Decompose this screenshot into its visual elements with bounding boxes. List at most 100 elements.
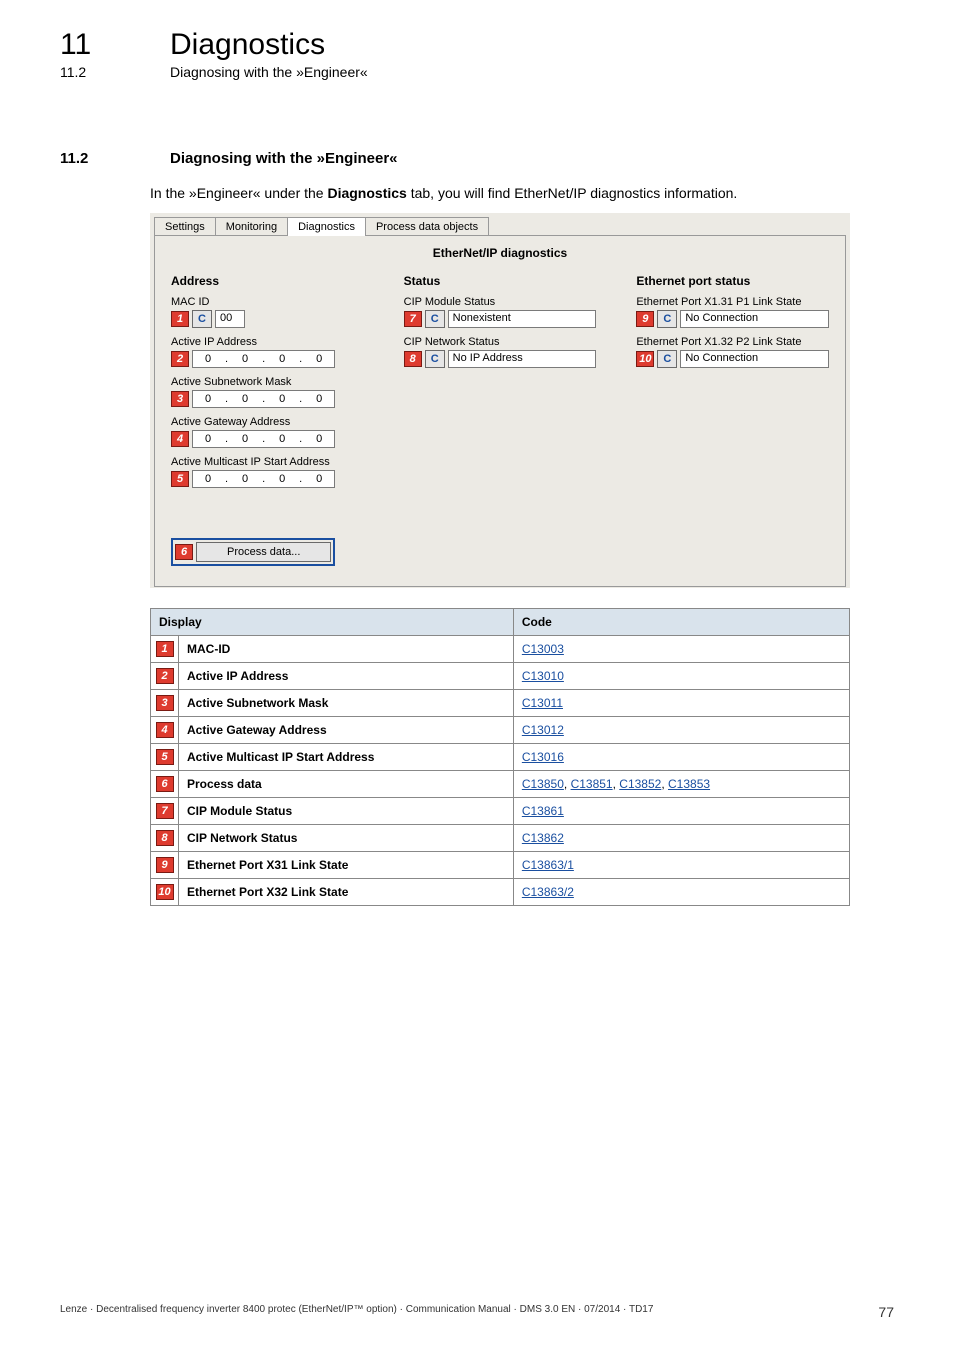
- table-display-cell: Active Subnetwork Mask: [179, 690, 514, 717]
- badge-8: 8: [404, 351, 422, 367]
- ip-dot: .: [260, 433, 267, 445]
- mac-id-value: 00: [215, 310, 245, 328]
- code-link[interactable]: C13011: [522, 696, 563, 710]
- ip-octet: 0: [304, 393, 334, 405]
- code-link[interactable]: C13016: [522, 750, 564, 764]
- c-button[interactable]: C: [657, 310, 677, 328]
- ip-dot: .: [260, 393, 267, 405]
- code-link[interactable]: C13012: [522, 723, 564, 737]
- active-ip-label: Active IP Address: [171, 336, 364, 348]
- code-link[interactable]: C13851: [571, 777, 613, 791]
- table-badge-cell: 3: [151, 690, 179, 717]
- tab-settings[interactable]: Settings: [154, 217, 216, 236]
- badge-6: 6: [156, 776, 174, 792]
- table-badge-cell: 4: [151, 717, 179, 744]
- table-badge-cell: 7: [151, 798, 179, 825]
- table-code-cell: C13861: [513, 798, 849, 825]
- subnet-value: 0. 0. 0. 0: [192, 390, 335, 408]
- badge-5: 5: [171, 471, 189, 487]
- subsection-number: 11.2: [60, 64, 130, 80]
- tab-body: EtherNet/IP diagnostics Address MAC ID 1…: [154, 235, 846, 587]
- process-data-button-label: Process data...: [227, 546, 300, 558]
- c-button[interactable]: C: [425, 310, 445, 328]
- table-badge-cell: 9: [151, 852, 179, 879]
- ip-octet: 0: [193, 433, 223, 445]
- table-row: 5Active Multicast IP Start AddressC13016: [151, 744, 850, 771]
- ip-dot: .: [223, 393, 230, 405]
- eth-p2-label: Ethernet Port X1.32 P2 Link State: [636, 336, 829, 348]
- ip-dot: .: [297, 433, 304, 445]
- tab-bar: Settings Monitoring Diagnostics Process …: [150, 213, 850, 236]
- diagnostics-screenshot: Settings Monitoring Diagnostics Process …: [150, 213, 850, 588]
- subsection-header: 11.2 Diagnosing with the »Engineer«: [60, 64, 894, 80]
- ip-octet: 0: [230, 353, 260, 365]
- intro-post: tab, you will find EtherNet/IP diagnosti…: [407, 185, 737, 201]
- address-heading: Address: [171, 274, 364, 288]
- intro-text: In the »Engineer« under the Diagnostics …: [150, 185, 894, 201]
- ip-dot: .: [260, 473, 267, 485]
- tab-diagnostics[interactable]: Diagnostics: [287, 217, 366, 236]
- reference-table: Display Code 1MAC-IDC13003 2 Active IP Add…: [150, 608, 850, 906]
- chapter-number: 11: [60, 28, 130, 62]
- gateway-label: Active Gateway Address: [171, 416, 364, 428]
- page-header: 11 Diagnostics: [60, 28, 894, 62]
- code-link[interactable]: C13850: [522, 777, 564, 791]
- table-display-cell: Active IP Address: [179, 663, 514, 690]
- tab-process-data-objects[interactable]: Process data objects: [365, 217, 489, 236]
- ip-octet: 0: [193, 393, 223, 405]
- code-link[interactable]: C13862: [522, 831, 564, 845]
- code-link[interactable]: C13861: [522, 804, 564, 818]
- ip-dot: .: [297, 393, 304, 405]
- eth-p1-label: Ethernet Port X1.31 P1 Link State: [636, 296, 829, 308]
- c-button[interactable]: C: [192, 310, 212, 328]
- ip-octet: 0: [267, 353, 297, 365]
- c-button[interactable]: C: [657, 350, 677, 368]
- footer-text: Lenze · Decentralised frequency inverter…: [60, 1304, 653, 1320]
- badge-4: 4: [156, 722, 174, 738]
- code-link[interactable]: C13852: [619, 777, 661, 791]
- badge-2: 2: [171, 351, 189, 367]
- divider-dashes: _ _ _ _ _ _ _ _ _ _ _ _ _ _ _ _ _ _ _ _ …: [60, 108, 894, 122]
- process-data-button[interactable]: Process data...: [196, 542, 331, 562]
- status-column: Status CIP Module Status 7 C Nonexistent…: [404, 274, 597, 566]
- ip-octet: 0: [267, 433, 297, 445]
- table-code-cell: C13850, C13851, C13852, C13853: [513, 771, 849, 798]
- table-row: 9Ethernet Port X31 Link StateC13863/1: [151, 852, 850, 879]
- ip-dot: .: [297, 473, 304, 485]
- section-heading: 11.2 Diagnosing with the »Engineer«: [60, 150, 894, 167]
- table-display-cell: Process data: [179, 771, 514, 798]
- badge-7: 7: [156, 803, 174, 819]
- code-link[interactable]: C13010: [522, 669, 564, 683]
- active-ip-value: 0. 0. 0. 0: [192, 350, 335, 368]
- table-display-cell: CIP Network Status: [179, 825, 514, 852]
- code-link[interactable]: C13853: [668, 777, 710, 791]
- table-row: 6 Process dataC13850, C13851, C13852, C13…: [151, 771, 850, 798]
- table-display-cell: Active Multicast IP Start Address: [179, 744, 514, 771]
- section-heading-title: Diagnosing with the »Engineer«: [170, 150, 398, 167]
- code-link[interactable]: C13863/1: [522, 858, 574, 872]
- eth-p2-value: No Connection: [680, 350, 829, 368]
- code-link[interactable]: C13003: [522, 642, 564, 656]
- ip-octet: 0: [267, 473, 297, 485]
- c-button[interactable]: C: [425, 350, 445, 368]
- table-header-display: Display: [151, 609, 514, 636]
- table-display-cell: CIP Module Status: [179, 798, 514, 825]
- subsection-title: Diagnosing with the »Engineer«: [170, 64, 368, 80]
- gateway-value: 0. 0. 0. 0: [192, 430, 335, 448]
- badge-6: 6: [175, 544, 193, 560]
- multicast-label: Active Multicast IP Start Address: [171, 456, 364, 468]
- code-link[interactable]: C13863/2: [522, 885, 574, 899]
- ip-octet: 0: [304, 473, 334, 485]
- ip-octet: 0: [230, 473, 260, 485]
- ip-dot: .: [260, 353, 267, 365]
- table-header-code: Code: [513, 609, 849, 636]
- cip-module-value: Nonexistent: [448, 310, 597, 328]
- page-footer: Lenze · Decentralised frequency inverter…: [60, 1304, 894, 1320]
- process-data-wrap: 6 Process data...: [171, 538, 335, 566]
- panel-title: EtherNet/IP diagnostics: [171, 246, 829, 260]
- table-row: 1MAC-IDC13003: [151, 636, 850, 663]
- table-row: 3Active Subnetwork Mask C13011: [151, 690, 850, 717]
- tab-monitoring[interactable]: Monitoring: [215, 217, 288, 236]
- badge-2: 2: [156, 668, 174, 684]
- ip-octet: 0: [267, 393, 297, 405]
